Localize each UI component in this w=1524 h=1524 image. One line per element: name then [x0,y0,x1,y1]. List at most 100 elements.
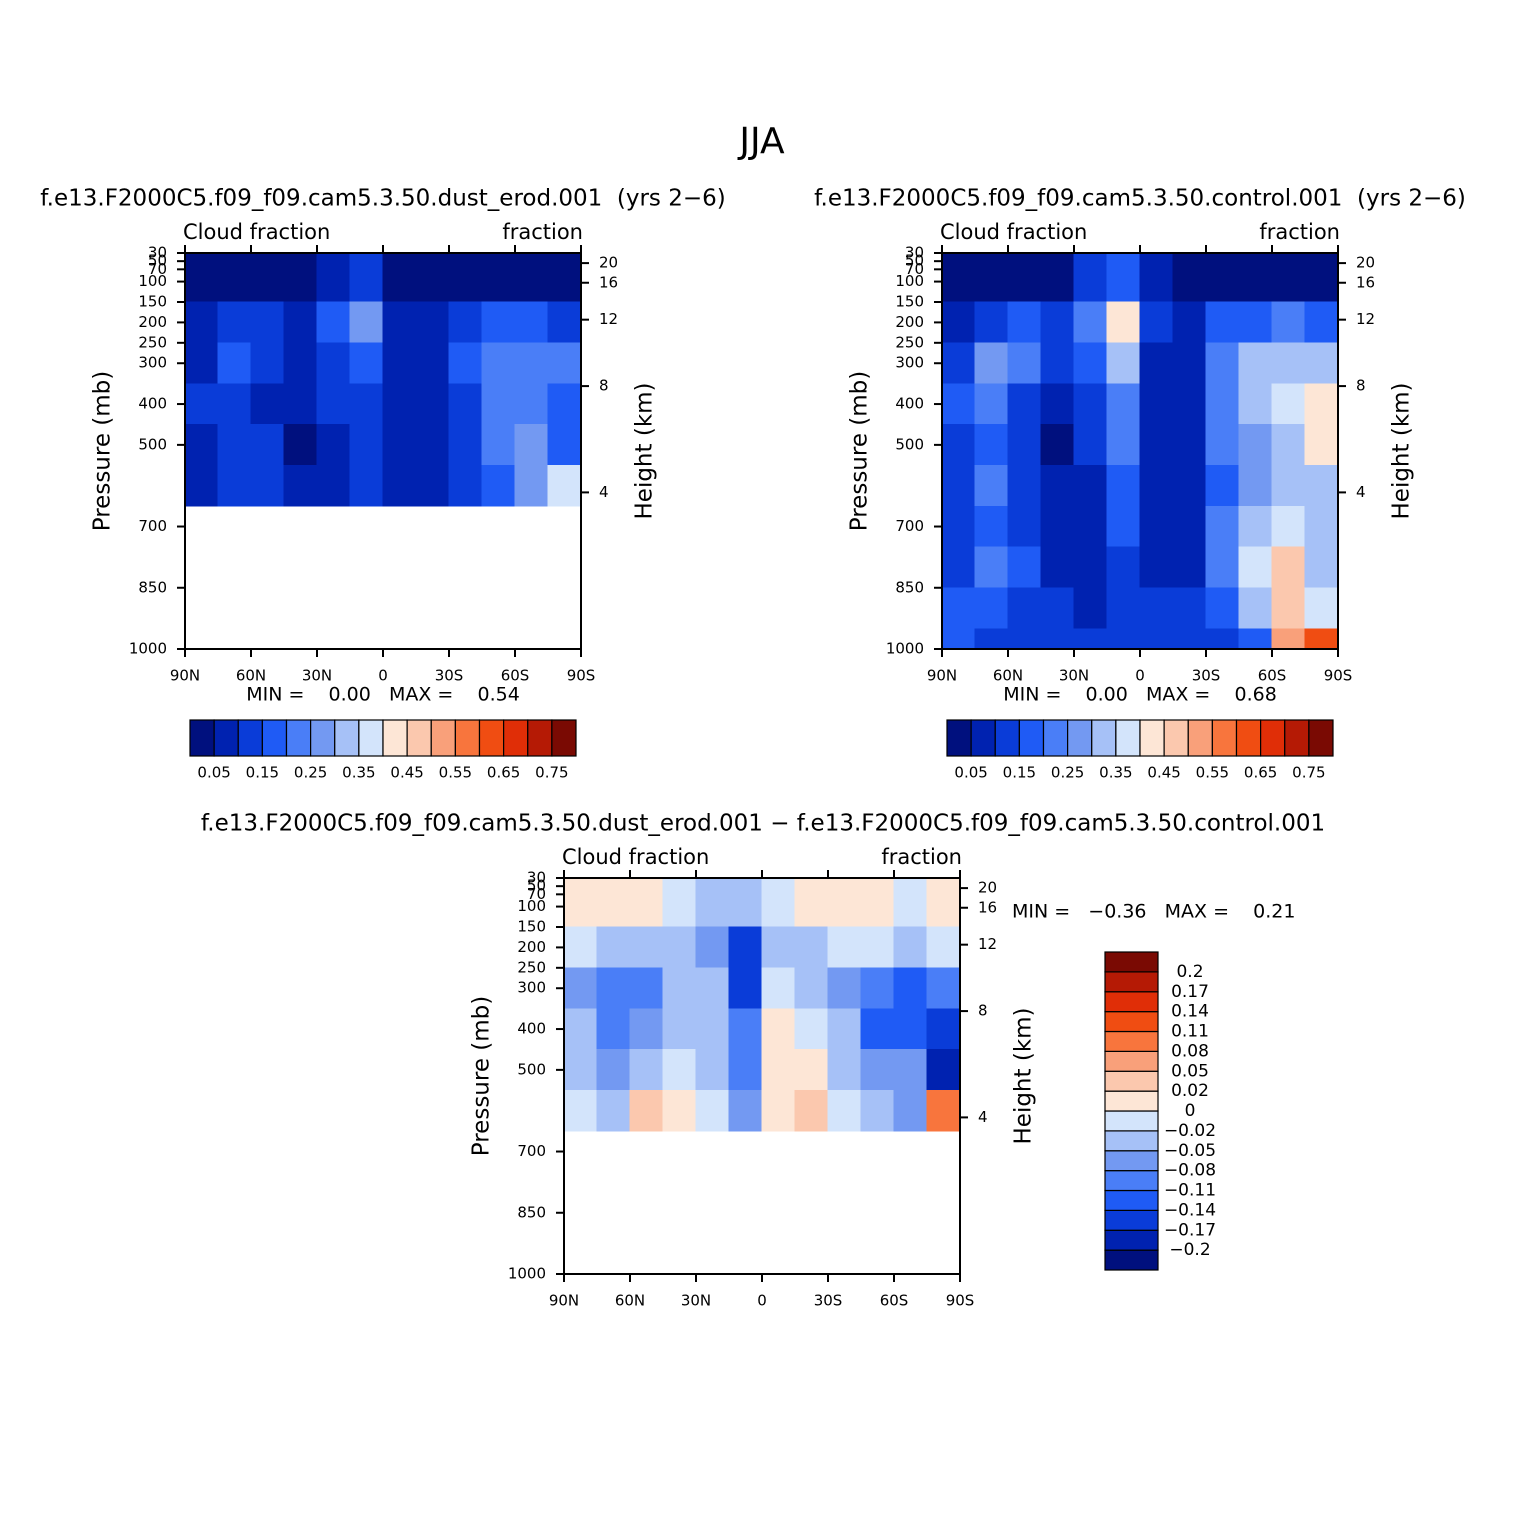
contour-cell [1073,505,1108,548]
contour-cell [941,628,976,650]
y-tick-label: 850 [895,578,924,596]
colorbar-box [358,719,384,757]
contour-cell [1304,424,1339,466]
contour-cell [547,424,582,466]
contour-cell [728,877,763,928]
y2-axis-label: Height (km) [1389,382,1415,519]
y-tick-label: 200 [895,313,924,331]
colorbar-box [285,719,312,757]
contour-cell [860,1008,895,1050]
colorbar-box [213,719,239,757]
contour-cell [563,1089,598,1132]
contour-cell [1139,342,1174,384]
contour-cell [448,301,483,344]
y-tick-label: 30 [527,869,546,887]
contour-cell [349,464,384,507]
colorbar-label: 0.45 [390,764,423,782]
colorbar-box [1104,1030,1159,1052]
contour-cell [827,926,862,969]
contour-cell [217,252,252,303]
contour-cell [1139,628,1174,650]
contour-cell [1271,628,1306,650]
colorbar-label: 0.05 [954,764,987,782]
contour-cell [415,424,450,466]
x-tick-label: 30S [814,1292,843,1310]
contour-cell [316,301,351,344]
contour-cell [728,1089,763,1132]
contour-cell [629,1089,664,1132]
contour-cell [1073,464,1108,507]
contour-cell [1172,546,1207,589]
contour-cell [662,926,697,969]
contour-cell [283,252,318,303]
stats: MIN = −0.36 MAX = 0.21 [1012,901,1295,923]
y2-tick-label: 12 [1356,310,1375,328]
contour-cell [1040,628,1075,650]
y-axis-label: Pressure (mb) [90,371,116,531]
x-tick-label: 30N [1059,667,1089,685]
colorbar-label: 0.15 [1003,764,1036,782]
contour-cell [448,342,483,384]
colorbar-label: 0.14 [1171,1002,1209,1022]
contour-cell [547,464,582,507]
x-tick-label: 60S [501,667,530,685]
contour-cell [1139,546,1174,589]
contour-cell [596,967,631,1009]
colorbar-box [1104,1130,1159,1152]
contour-cell [1106,505,1141,548]
contour-cell [1304,464,1339,507]
contour-cell [1271,587,1306,629]
contour-cell [695,1008,730,1050]
contour-cell [1073,383,1108,425]
contour-cell [941,505,976,548]
contour-cell [1172,464,1207,507]
contour-cell [893,926,928,969]
left-label: Cloud fraction [562,845,709,869]
contour-cell [1205,464,1240,507]
contour-cell [974,342,1009,384]
contour-cell [629,1008,664,1050]
contour-cell [448,464,483,507]
colorbar-label: 0.65 [1244,764,1277,782]
colorbar-box [189,719,215,757]
contour-cell [941,464,976,507]
contour-cell [1106,546,1141,589]
contour-cell [1304,342,1339,384]
contour-cell [1304,252,1339,303]
contour-cell [1304,383,1339,425]
contour-cell [1271,424,1306,466]
contour-cell [926,926,961,969]
colorbar-box [1284,719,1310,757]
contour-cell [761,1089,796,1132]
contour-cell [761,1008,796,1050]
contour-cell [563,877,598,928]
contour-cell [250,464,285,507]
contour-cell [1172,252,1207,303]
contour-cell [1007,587,1042,629]
x-tick-label: 60S [1258,667,1287,685]
contour-cell [1073,424,1108,466]
colorbar-box [1139,719,1165,757]
colorbar-label: 0.75 [1292,764,1325,782]
x-tick-label: 90N [549,1292,579,1310]
y2-tick-label: 16 [978,898,997,916]
contour-cell [1304,505,1339,548]
contour-cell [893,1089,928,1132]
contour-cell [1205,301,1240,344]
y-tick-label: 200 [517,938,546,956]
contour-cell [1007,424,1042,466]
y-axis-label: Pressure (mb) [847,371,873,531]
y-tick-label: 400 [138,395,167,413]
x-tick-label: 90S [1324,667,1353,685]
contour-cell [514,464,549,507]
contour-cell [1040,424,1075,466]
colorbar-box [970,719,996,757]
y2-tick-label: 8 [1356,377,1366,395]
y-tick-label: 250 [138,333,167,351]
y-tick-label: 70 [148,260,167,278]
contour-cell [1172,383,1207,425]
x-tick-label: 0 [1135,667,1145,685]
contour-cell [695,877,730,928]
contour-cell [415,252,450,303]
contour-cell [827,1008,862,1050]
